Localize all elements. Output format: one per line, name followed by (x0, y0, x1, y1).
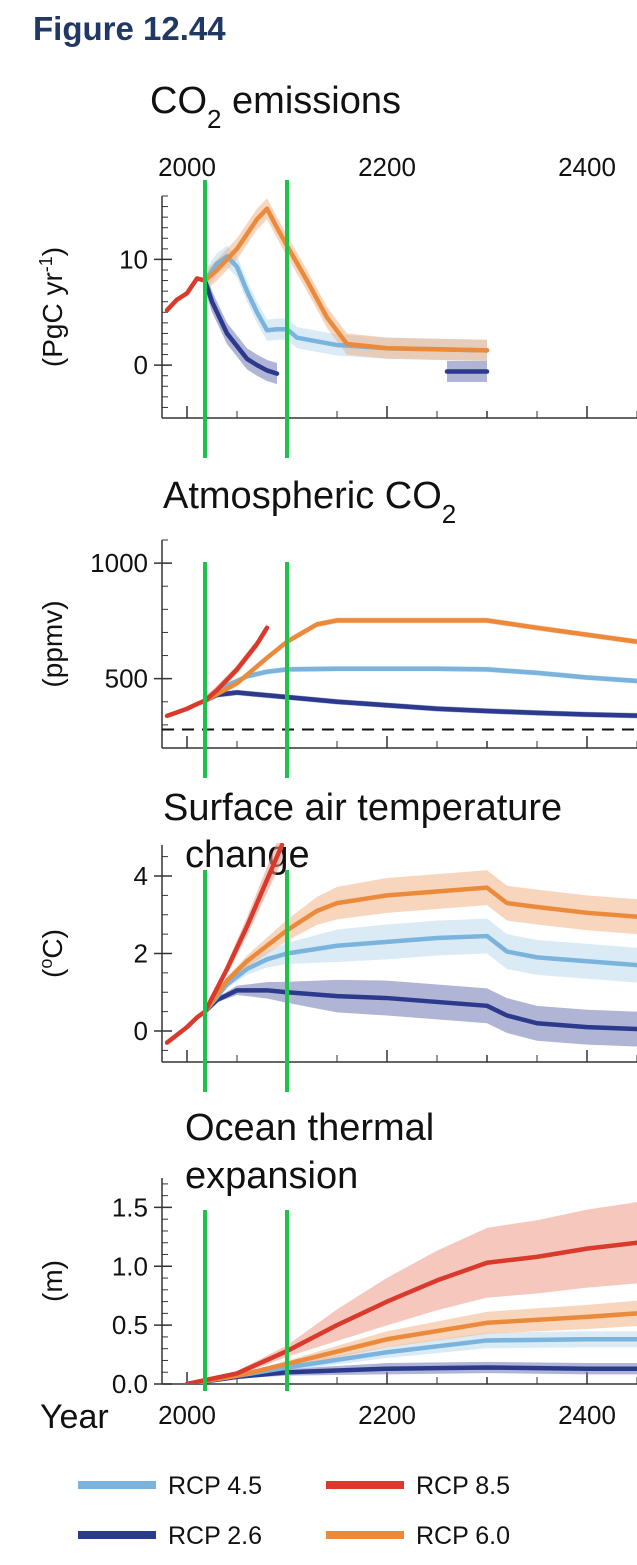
series-line-rcp-8-5 (184, 1240, 637, 1384)
y-tick-label: 10 (119, 244, 148, 274)
bottom-x-tick-label: 2200 (358, 1400, 416, 1430)
panel-ocean: Ocean thermal expansion 0.0 0.5 1.0 1.5 (m) (37, 1107, 637, 1399)
chart-title: Atmospheric CO2 (163, 475, 456, 529)
y-tick-label: 0 (134, 350, 148, 380)
series-line-rcp-2-6 (202, 988, 637, 1032)
y-tick-label: 0.5 (112, 1310, 148, 1340)
panel-emissions: CO2 emissions 0 10 (PgC yr-1) (36, 80, 637, 458)
bottom-x-tick-label: 2000 (158, 1400, 216, 1430)
plot-area (162, 617, 637, 731)
legend-label: RCP 8.5 (416, 1472, 510, 1500)
uncertainty-band-rcp45 (205, 918, 637, 1013)
plot-area (184, 1202, 637, 1384)
y-tick-label: 500 (105, 664, 148, 694)
y-axis-label: (m) (37, 1260, 68, 1302)
legend-item-rcp85: RCP 8.5 (326, 1472, 510, 1500)
legend-label: RCP 4.5 (168, 1472, 262, 1500)
top-x-tick-label: 2400 (558, 152, 616, 182)
legend-item-rcp45: RCP 4.5 (78, 1472, 262, 1500)
legend-item-rcp26: RCP 2.6 (78, 1522, 262, 1550)
series-line-rcp-6-0 (202, 885, 637, 1014)
series-line-historical (164, 276, 208, 313)
legend-label: RCP 6.0 (416, 1522, 510, 1550)
y-axis-label: (ppmv) (37, 600, 68, 687)
y-axis-label: (oC) (36, 929, 68, 978)
series-line-rcp-6-0 (202, 206, 490, 353)
top-x-tick-label: 2200 (358, 152, 416, 182)
bottom-x-tick-label: 2400 (558, 1400, 616, 1430)
figure-label: Figure 12.44 (33, 10, 226, 47)
series-line-rcp-2-6 (202, 690, 637, 718)
y-tick-label: 4 (134, 861, 148, 891)
panel-atmos: Atmospheric CO2 500 1000 (ppmv) (37, 475, 637, 778)
series-line-historical (164, 698, 208, 719)
y-tick-label: 0 (134, 1016, 148, 1046)
uncertainty-band-rcp45 (187, 1331, 637, 1384)
chart-title-line2: expansion (185, 1155, 358, 1197)
y-tick-label: 0.0 (112, 1369, 148, 1399)
uncertainty-band-rcp45 (205, 245, 487, 361)
legend-label: RCP 2.6 (168, 1522, 262, 1550)
series-line-historical (164, 1009, 208, 1045)
y-axis-label: (PgC yr-1) (36, 247, 68, 367)
chart-title: Ocean thermal (185, 1107, 434, 1149)
series-line-rcp-2-6 (202, 278, 280, 376)
plot-area (164, 198, 490, 385)
y-tick-label: 1.5 (112, 1192, 148, 1222)
top-x-tick-label: 2000 (158, 152, 216, 182)
panel-temp: Surface air temperature change 0 2 4 (oC) (36, 787, 637, 1092)
y-tick-label: 1.0 (112, 1251, 148, 1281)
series-line-rcp-8-5 (202, 625, 270, 703)
legend-item-rcp60: RCP 6.0 (326, 1522, 510, 1550)
series-line-rcp-4-5 (202, 933, 637, 1014)
chart-title: CO2 emissions (150, 80, 401, 134)
series-line-rcp-6-0 (184, 1311, 637, 1384)
y-tick-label: 2 (134, 939, 148, 969)
chart-title-line2: change (185, 834, 310, 876)
uncertainty-band-rcp60 (205, 198, 487, 361)
x-axis-label: Year (40, 1398, 109, 1436)
y-tick-label: 1000 (90, 548, 148, 578)
series-line-rcp-8-5 (202, 843, 285, 1014)
plot-area (164, 843, 637, 1047)
chart-title: Surface air temperature (163, 787, 562, 829)
series-line-rcp-6-0 (202, 618, 637, 703)
